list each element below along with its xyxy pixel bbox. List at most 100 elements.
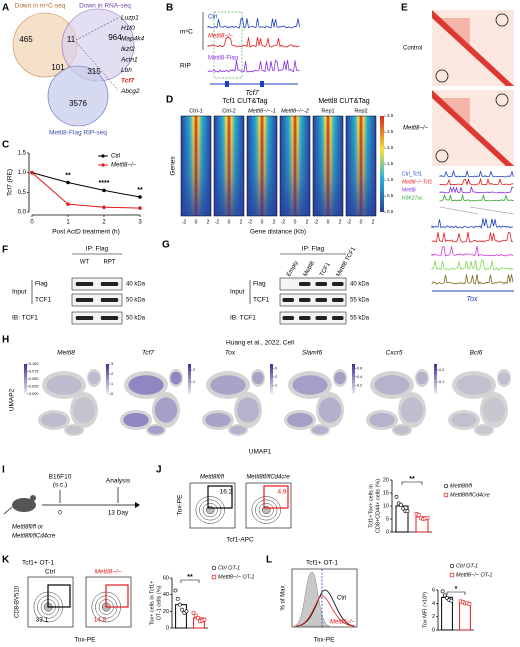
data-point (442, 593, 447, 598)
gene-name: Lbh (121, 67, 132, 74)
panel-letter: I (2, 465, 5, 476)
row-label: IB: TCF1 (12, 315, 38, 322)
band (75, 282, 94, 286)
bar (459, 602, 471, 631)
legend-marker (101, 154, 105, 158)
size-label: 55 kDa (350, 316, 370, 322)
legend-label: Mettl8−/− (111, 163, 137, 169)
venn-count: 465 (19, 35, 33, 44)
axis-title: OT-1 cells (%) (156, 585, 162, 620)
signal-track (439, 193, 514, 202)
legend-label: Mettl8fl/fl (450, 483, 473, 489)
colorbar-label: 1 (111, 382, 113, 386)
axis-title: Tox MFI (×10³) (422, 592, 428, 628)
colorbar-label: 0.6 (357, 366, 362, 370)
venn-count: 315 (87, 67, 101, 76)
colorbar (434, 364, 437, 394)
heatmap-shade (346, 116, 376, 216)
significance: ** (137, 187, 143, 194)
label: m⁵C (180, 29, 193, 36)
colorbar-label: 1.5 (387, 161, 394, 166)
y-tick-label: 40 (163, 592, 169, 598)
x-tick-label: 2 (102, 220, 106, 226)
blot-panel (279, 277, 347, 291)
data-point (66, 180, 70, 185)
x-tick-label: -2 (314, 219, 319, 225)
colorbar-label: 0.050 (29, 377, 39, 381)
heatmap-frame (312, 115, 344, 217)
umap-expression (394, 425, 410, 435)
band (331, 316, 344, 320)
umap-cluster (452, 371, 496, 399)
legend-marker (443, 483, 449, 489)
data-point (66, 202, 70, 206)
umap-cluster (415, 369, 429, 387)
significance-bracket (401, 481, 423, 485)
label: Mettl8−/− (330, 620, 356, 626)
significance-bracket (180, 579, 200, 583)
panel-letter: A (2, 3, 9, 14)
axis-title: CD8+CD44+ cells (%) (375, 479, 381, 533)
colorbar-label: 1.0 (387, 177, 394, 182)
y-tick-label: 6 (432, 587, 435, 593)
label: Mettl8 (57, 350, 75, 357)
umap-cluster (480, 392, 508, 428)
umap-cluster (70, 392, 98, 428)
leader (75, 41, 119, 91)
label: CD8-BV510 (15, 585, 21, 618)
label: Ctrl (208, 15, 217, 21)
label: Mettl8fl/fl (200, 475, 225, 481)
y-tick-label: 10 (383, 503, 389, 509)
gate (263, 485, 289, 509)
label: Mettl8fl/flCd4cre (246, 475, 290, 481)
umap-expression (128, 375, 164, 395)
umap-expression (88, 371, 100, 385)
umap-cluster (202, 410, 234, 430)
data-point (398, 502, 403, 507)
label: Tcf7 (246, 90, 260, 97)
umap-expression (334, 371, 346, 385)
signal-track (207, 59, 300, 73)
gene-name: Luzp1 (121, 15, 139, 22)
label: Slamf6 (302, 350, 323, 357)
hic-domain (440, 18, 470, 48)
blot-panel (71, 277, 123, 291)
label: Tox (466, 296, 478, 303)
data-point (184, 609, 189, 614)
histogram (293, 571, 331, 627)
venn-circle (47, 65, 109, 127)
row-label: IB: TCF1 (230, 315, 256, 322)
y-tick-label: 15 (383, 490, 389, 496)
histogram (295, 589, 356, 627)
umap-cluster (284, 410, 316, 430)
heatmap-frame (345, 115, 377, 217)
label: Tox (225, 350, 236, 357)
size-label: 40 kDa (350, 282, 370, 288)
umap-cluster (146, 424, 166, 436)
band (298, 298, 311, 302)
umap-expression (287, 413, 313, 427)
colorbar-label: 3.0 (387, 113, 394, 118)
y-tick-label: 60 (163, 575, 169, 581)
legend-label: Mettl8−/− OT-1 (456, 572, 492, 578)
umap-expression (170, 371, 182, 385)
panel-letter: B (166, 3, 173, 14)
label: Mettl8−/−Tcf1 (402, 179, 432, 185)
label: 0 (58, 510, 62, 517)
significance-bracket (446, 591, 466, 595)
umap-cluster (392, 424, 412, 436)
label: % of Max (281, 585, 287, 610)
label: Tox-PE (177, 494, 184, 516)
x-tick-label: 2 (207, 219, 210, 225)
x-tick-label: -2 (215, 219, 220, 225)
colorbar-label: 2 (111, 372, 113, 376)
label: B16F10 (49, 474, 72, 481)
colorbar (352, 364, 355, 394)
panel-letter: L (266, 555, 272, 566)
data-point (449, 598, 454, 603)
umap-expression (312, 425, 328, 435)
umap-expression (154, 397, 178, 423)
lane-label: TCF1 (319, 261, 332, 278)
mouse-tail (3, 506, 13, 515)
signal-track (207, 36, 300, 48)
